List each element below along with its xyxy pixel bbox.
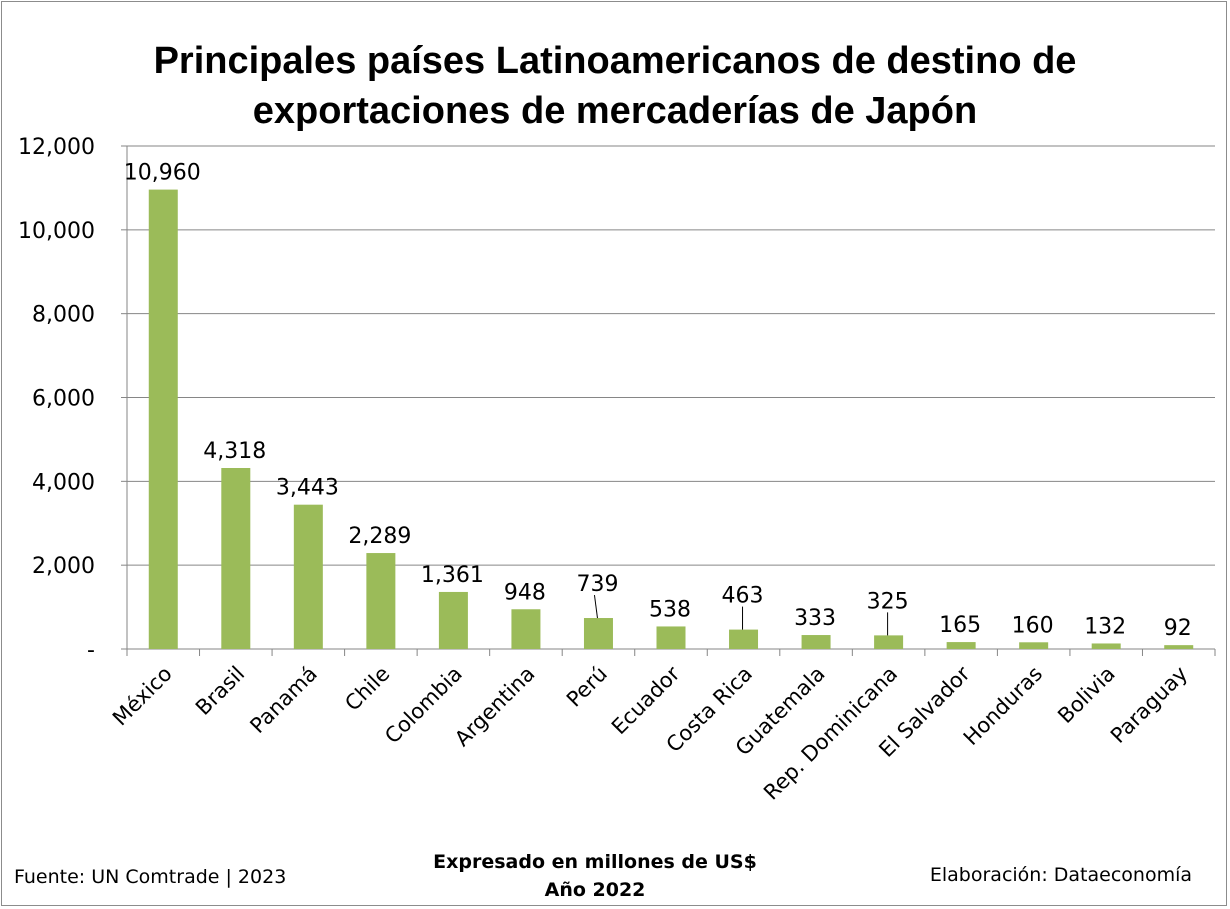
data-label: 92 bbox=[1164, 616, 1192, 641]
y-tick-label: 4,000 bbox=[32, 470, 95, 495]
source-note: Fuente: UN Comtrade | 2023 bbox=[14, 866, 287, 888]
y-tick-label: 8,000 bbox=[32, 303, 95, 328]
category-label: México bbox=[108, 662, 177, 731]
bar bbox=[729, 629, 759, 649]
credit-note: Elaboración: Dataeconomía bbox=[929, 864, 1192, 886]
bar bbox=[1091, 643, 1121, 649]
y-tick-label: 6,000 bbox=[32, 387, 95, 412]
data-label: 2,289 bbox=[348, 524, 411, 549]
y-tick-label: 12,000 bbox=[18, 135, 95, 160]
units-note-line-1: Expresado en millones de US$ bbox=[433, 851, 757, 873]
data-label: 948 bbox=[504, 580, 546, 605]
data-label: 165 bbox=[939, 613, 981, 638]
category-label: Bolivia bbox=[1053, 662, 1120, 729]
bar bbox=[874, 635, 904, 649]
bar bbox=[1019, 642, 1049, 649]
category-label: Rep. Dominicana bbox=[759, 662, 902, 805]
category-label: Honduras bbox=[959, 662, 1047, 750]
bar bbox=[1164, 645, 1194, 649]
data-label: 10,960 bbox=[124, 161, 201, 186]
category-label: Argentina bbox=[450, 662, 539, 751]
category-label: Panamá bbox=[245, 662, 321, 738]
y-tick-label: 2,000 bbox=[32, 554, 95, 579]
data-label: 463 bbox=[722, 584, 764, 609]
units-note-line-2: Año 2022 bbox=[544, 879, 646, 901]
chart-title-line-1: Principales países Latinoamericanos de d… bbox=[153, 40, 1077, 82]
data-label: 160 bbox=[1012, 613, 1054, 638]
bar bbox=[438, 591, 468, 649]
data-label: 325 bbox=[867, 589, 909, 614]
data-label: 538 bbox=[649, 597, 691, 622]
data-label: 3,443 bbox=[276, 476, 339, 501]
category-label: Paraguay bbox=[1106, 662, 1192, 748]
bar bbox=[511, 609, 541, 649]
bar bbox=[148, 189, 178, 650]
bar bbox=[366, 553, 396, 649]
chart-title-line-2: exportaciones de mercaderías de Japón bbox=[252, 90, 978, 132]
bar bbox=[656, 626, 686, 649]
data-label: 132 bbox=[1084, 614, 1126, 639]
data-label: 4,318 bbox=[203, 439, 266, 464]
data-label: 739 bbox=[576, 572, 618, 597]
category-label: Brasil bbox=[191, 662, 249, 720]
y-tick-label: 10,000 bbox=[18, 219, 95, 244]
bar bbox=[293, 504, 323, 649]
data-label: 1,361 bbox=[421, 563, 484, 588]
y-tick-label: - bbox=[87, 638, 95, 663]
data-label-leader bbox=[593, 594, 598, 619]
category-label: Chile bbox=[340, 662, 394, 716]
chart-title: Principales países Latinoamericanos de d… bbox=[0, 36, 1230, 136]
bar bbox=[801, 635, 831, 649]
bar bbox=[221, 468, 251, 649]
bar bbox=[946, 642, 976, 649]
bar bbox=[583, 618, 613, 649]
units-note: Expresado en millones de US$ Año 2022 bbox=[0, 848, 1190, 904]
category-label: Perú bbox=[562, 662, 612, 712]
data-label: 333 bbox=[794, 606, 836, 631]
